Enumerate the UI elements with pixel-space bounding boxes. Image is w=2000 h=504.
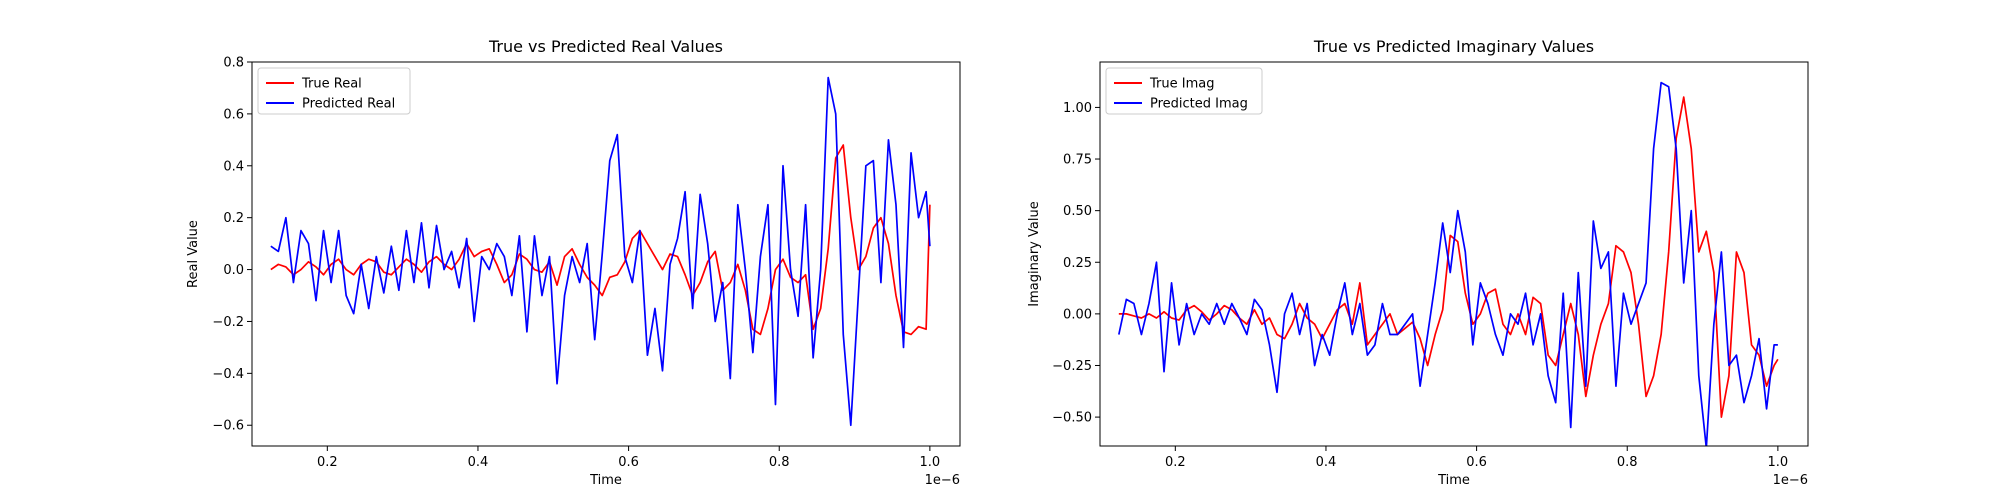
y-tick-label: −0.2 xyxy=(212,315,244,330)
y-tick-label: −0.4 xyxy=(212,367,244,382)
x-tick-label: 0.2 xyxy=(317,455,338,470)
y-tick-label: 0.8 xyxy=(223,56,244,71)
y-tick-label: 0.75 xyxy=(1063,153,1092,168)
legend-label: True Imag xyxy=(1149,77,1214,92)
y-tick-label: 0.2 xyxy=(223,211,244,226)
y-tick-label: 0.50 xyxy=(1063,204,1092,219)
x-offset-label: 1e−6 xyxy=(925,473,960,488)
legend: True Imag Predicted Imag xyxy=(1105,67,1263,115)
series-line-predicted xyxy=(1117,81,1778,446)
x-tick-label: 0.4 xyxy=(468,455,489,470)
y-tick-label: −0.50 xyxy=(1052,411,1092,426)
y-tick-label: −0.25 xyxy=(1052,359,1092,374)
legend-box xyxy=(1105,67,1263,115)
legend-box xyxy=(257,67,411,115)
legend-label: Predicted Real xyxy=(302,97,395,112)
series-lines xyxy=(270,76,931,427)
x-tick-label: 0.2 xyxy=(1165,455,1186,470)
axes-frame xyxy=(1099,61,1809,447)
legend-label: True Real xyxy=(301,77,362,92)
axes-frame xyxy=(251,61,961,447)
chart-title: True vs Predicted Imaginary Values xyxy=(1313,37,1594,56)
y-tick-label: 0.0 xyxy=(223,263,244,278)
y-axis-label: Real Value xyxy=(186,220,201,288)
y-tick-label: 0.6 xyxy=(223,107,244,122)
y-tick-label: 0.00 xyxy=(1063,307,1092,322)
chart-title: True vs Predicted Real Values xyxy=(488,37,723,56)
x-tick-label: 0.8 xyxy=(769,455,790,470)
legend: True Real Predicted Real xyxy=(257,67,411,115)
imaginary-values-chart: 0.2 0.4 0.6 0.8 1.0 −0.50 −0.25 0.00 0.25 0.50 0.7… xyxy=(1027,37,1809,488)
x-offset-label: 1e−6 xyxy=(1773,473,1808,488)
y-tick-label: −0.6 xyxy=(212,419,244,434)
x-tick-label: 1.0 xyxy=(1768,455,1789,470)
x-tick-label: 1.0 xyxy=(920,455,941,470)
y-tick-label: 0.25 xyxy=(1063,256,1092,271)
x-tick-label: 0.8 xyxy=(1617,455,1638,470)
y-tick-label: 1.00 xyxy=(1063,101,1092,116)
y-axis-label: Imaginary Value xyxy=(1027,201,1042,306)
legend-label: Predicted Imag xyxy=(1150,97,1248,112)
y-tick-label: 0.4 xyxy=(223,159,244,174)
series-line-predicted xyxy=(270,76,931,427)
series-lines xyxy=(1117,81,1779,446)
series-line-true xyxy=(270,144,931,336)
real-values-chart: 0.2 0.4 0.6 0.8 1.0 −0.6 −0.4 −0.2 0.0 0.2 0.4 0.6 0… xyxy=(186,37,961,488)
x-tick-label: 0.4 xyxy=(1316,455,1337,470)
x-axis-label: Time xyxy=(589,473,622,488)
x-axis-label: Time xyxy=(1437,473,1470,488)
x-tick-label: 0.6 xyxy=(1466,455,1487,470)
x-tick-label: 0.6 xyxy=(618,455,639,470)
